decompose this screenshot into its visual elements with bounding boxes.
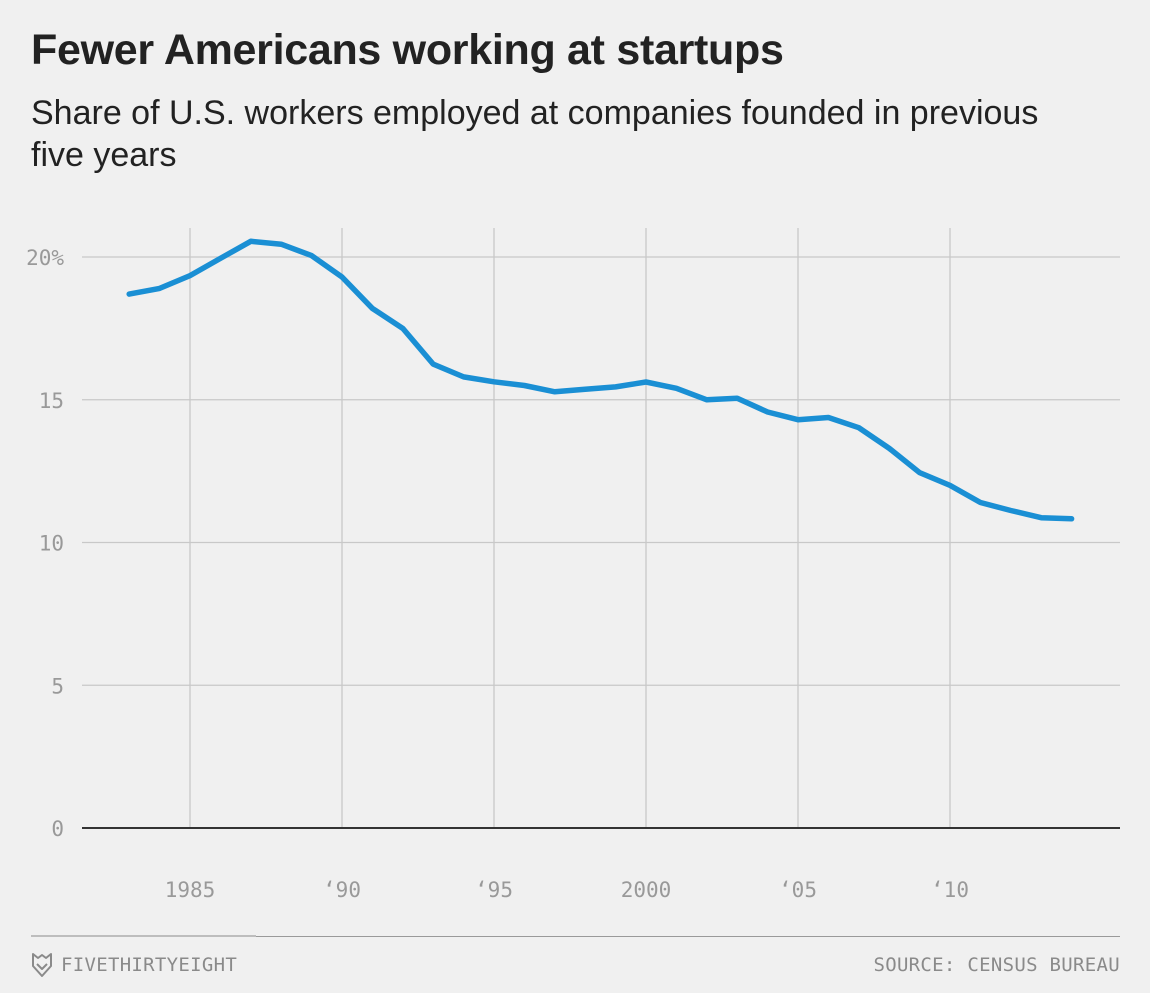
x-tick-label: 1985 xyxy=(165,878,216,902)
y-tick-label: 0 xyxy=(51,817,64,841)
y-tick-label: 5 xyxy=(51,674,64,698)
series-line xyxy=(126,238,1075,522)
brand: FIVETHIRTYEIGHT xyxy=(31,952,237,978)
y-tick-label: 10 xyxy=(39,532,64,556)
x-tick-label: ‘10 xyxy=(931,878,969,902)
chart-subtitle: Share of U.S. workers employed at compan… xyxy=(31,94,1039,174)
x-tick-label: 2000 xyxy=(621,878,672,902)
footer-divider-accent xyxy=(31,935,256,937)
source-note: SOURCE: CENSUS BUREAU xyxy=(873,954,1120,976)
chart-title: Fewer Americans working at startups xyxy=(31,26,784,74)
x-tick-label: ‘95 xyxy=(475,878,513,902)
fox-logo-icon xyxy=(32,953,52,977)
brand-name: FIVETHIRTYEIGHT xyxy=(61,954,238,976)
y-tick-label: 20% xyxy=(26,246,64,270)
x-tick-label: ‘05 xyxy=(779,878,817,902)
footer-divider xyxy=(31,936,1120,937)
x-tick-label: ‘90 xyxy=(323,878,361,902)
y-tick-label: 15 xyxy=(39,389,64,413)
